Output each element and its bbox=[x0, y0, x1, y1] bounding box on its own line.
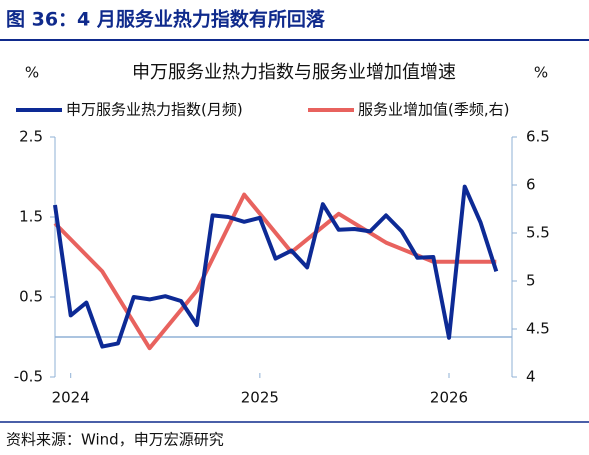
chart-title: 申万服务业热力指数与服务业增加值增速 bbox=[132, 62, 456, 83]
legend-label: 申万服务业热力指数(月频) bbox=[66, 101, 243, 119]
source: 资料来源：Wind，申万宏源研究 bbox=[6, 431, 224, 449]
series-line bbox=[53, 192, 497, 351]
y-tick-label: 0.5 bbox=[19, 288, 43, 306]
y-tick-label: 2.5 bbox=[19, 128, 43, 146]
x-tick-label: 2024 bbox=[52, 389, 90, 407]
y-tick-label: 1.5 bbox=[19, 208, 43, 226]
x-tick-label: 2025 bbox=[241, 389, 279, 407]
y2-tick-label: 4.5 bbox=[526, 320, 550, 338]
y2-axis-label: % bbox=[534, 64, 548, 82]
y2-tick-label: 4 bbox=[526, 368, 536, 386]
y2-tick-label: 5 bbox=[526, 272, 536, 290]
y2-tick-label: 6.5 bbox=[526, 128, 550, 146]
y-tick-label: -0.5 bbox=[14, 368, 43, 386]
y2-tick-label: 6 bbox=[526, 176, 536, 194]
x-tick-label: 2026 bbox=[430, 389, 468, 407]
y-axis-label: % bbox=[25, 64, 39, 82]
y2-tick-label: 5.5 bbox=[526, 224, 550, 242]
figure-title: 图 36：4 月服务业热力指数有所回落 bbox=[6, 8, 326, 31]
legend-label: 服务业增加值(季频,右) bbox=[358, 101, 509, 119]
series-line bbox=[53, 184, 499, 349]
